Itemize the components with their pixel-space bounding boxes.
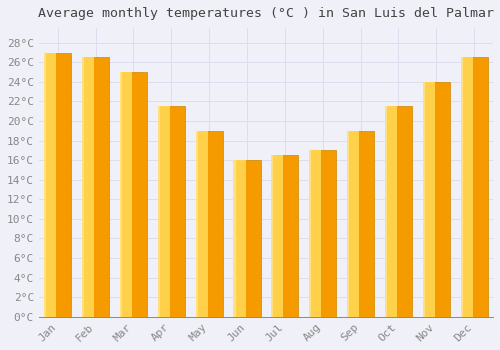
Bar [422, 82, 425, 317]
Bar [234, 160, 235, 317]
Bar [271, 155, 274, 317]
Bar [271, 155, 283, 317]
Title: Average monthly temperatures (°C ) in San Luis del Palmar: Average monthly temperatures (°C ) in Sa… [38, 7, 494, 20]
Bar [82, 57, 94, 317]
Bar [422, 82, 435, 317]
Bar [234, 160, 245, 317]
Bar [347, 131, 374, 317]
Bar [347, 131, 359, 317]
Bar [385, 106, 397, 317]
Bar [44, 52, 72, 317]
Bar [271, 155, 298, 317]
Bar [385, 106, 412, 317]
Bar [309, 150, 322, 317]
Bar [44, 52, 46, 317]
Bar [309, 150, 336, 317]
Bar [460, 57, 473, 317]
Bar [82, 57, 84, 317]
Bar [460, 57, 462, 317]
Bar [82, 57, 109, 317]
Bar [234, 160, 260, 317]
Bar [44, 52, 56, 317]
Bar [196, 131, 208, 317]
Bar [460, 57, 488, 317]
Bar [422, 82, 450, 317]
Bar [158, 106, 185, 317]
Bar [158, 106, 160, 317]
Bar [196, 131, 223, 317]
Bar [309, 150, 312, 317]
Bar [347, 131, 349, 317]
Bar [385, 106, 387, 317]
Bar [120, 72, 122, 317]
Bar [158, 106, 170, 317]
Bar [120, 72, 147, 317]
Bar [196, 131, 198, 317]
Bar [120, 72, 132, 317]
